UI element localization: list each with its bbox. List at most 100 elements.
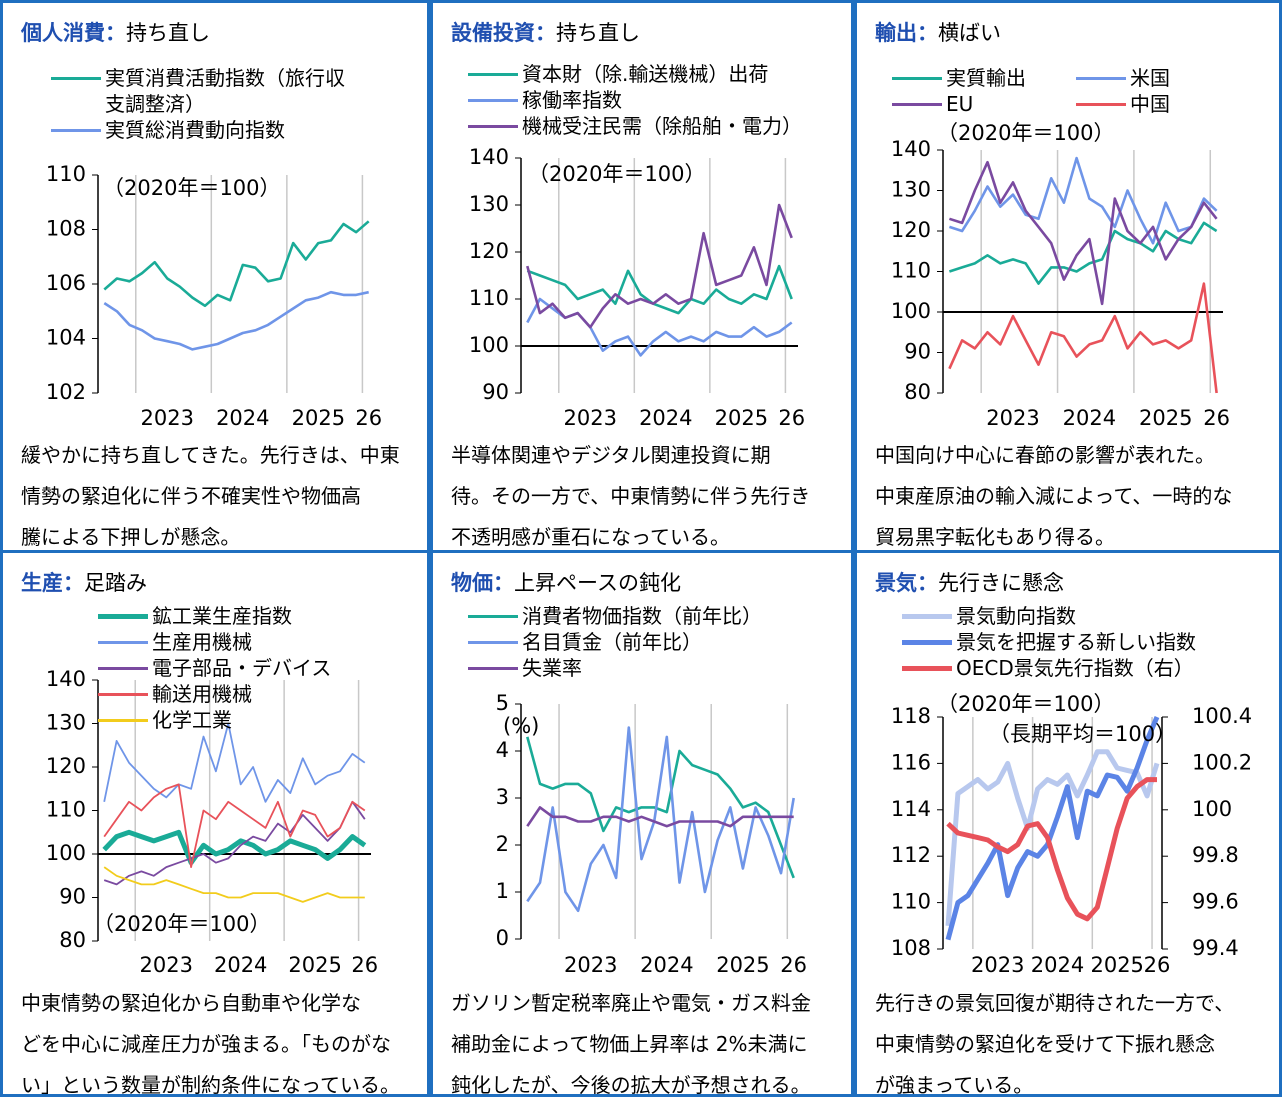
y-tick-label: 108	[891, 936, 931, 960]
legend-label: 実質消費活動指数（旅行収支調整済）	[105, 66, 345, 116]
annotation: （2020年＝100）	[937, 121, 1115, 145]
y-tick-label: 108	[46, 217, 86, 241]
legend-label: OECD景気先行指数（右）	[956, 656, 1194, 680]
caption-line: い」という数量が制約条件になっている。	[21, 1073, 400, 1097]
y-tick-label: 112	[891, 843, 931, 867]
caption-line: 補助金によって物価上昇率は 2%未満に	[451, 1032, 808, 1056]
legend-label: 実質輸出	[946, 66, 1026, 90]
panel-heading: 景気：先行きに懸念	[875, 567, 1064, 597]
legend-swatch	[98, 667, 148, 670]
heading-status: 持ち直し	[126, 21, 210, 45]
series-line	[945, 749, 1160, 926]
panel: 0 1 2 3 4 5 2023 2024 2025 26 (%) 物価：上昇ペースの鈍化 消費者物価指…	[430, 550, 854, 1097]
legend-label: 名目賃金（前年比）	[522, 630, 702, 654]
legend-entry: 実質輸出	[892, 65, 1068, 91]
x-tick-label: 2024	[1063, 406, 1116, 430]
y-tick-label: 90	[59, 885, 86, 909]
heading-label: 物価：	[451, 571, 514, 595]
x-tick-label: 2024	[1031, 953, 1084, 977]
y2-tick-label: 100.2	[1192, 750, 1252, 774]
series-line	[526, 806, 794, 828]
y-tick-label: 100	[469, 333, 509, 357]
series-line	[949, 221, 1218, 285]
y-tick-label: 118	[891, 704, 931, 728]
x-tick-label: 26	[778, 406, 805, 430]
caption-line: どを中心に減産圧力が強まる。「ものがな	[21, 1032, 391, 1056]
heading-label: 景気：	[875, 571, 938, 595]
series-line	[103, 783, 366, 868]
caption-line: 待。その一方で、中東情勢に伴う先行き	[451, 484, 811, 508]
legend-entry: OECD景気先行指数（右）	[902, 655, 1279, 681]
series-line	[103, 722, 366, 803]
caption: 中国向け中心に春節の影響が表れた。 中東産原油の輸入減によって、一時的な 貿易黒字転…	[875, 435, 1233, 550]
y-tick-label: 120	[469, 239, 509, 263]
legend-swatch	[892, 77, 942, 80]
legend-swatch	[98, 719, 148, 722]
x-tick-label: 26	[1144, 953, 1171, 977]
legend: 鉱工業生産指数 生産用機械 電子部品・デバイス 輸送用機械 化学工業	[98, 603, 398, 733]
legend-label: 鉱工業生産指数	[152, 604, 292, 628]
legend-entry: 資本財（除.輸送機械）出荷	[468, 61, 828, 87]
series-line	[103, 866, 365, 903]
chart: 108 110 112 114 116 118 99.4 99.6 99.8 100 100.2 10…	[891, 692, 1252, 977]
panel: 102 104 106 108 110 2023 2024 2025 26 （2020年＝100）…	[0, 0, 430, 553]
y-tick-label: 110	[46, 798, 86, 822]
legend-swatch	[468, 125, 518, 128]
chart: 80 90 100 110 120 130 140 2023 2024 2025 26 （2020年＝…	[46, 667, 378, 977]
series-line	[102, 829, 367, 866]
caption-line: 中東産原油の輸入減によって、一時的な	[875, 484, 1233, 508]
legend-swatch	[1076, 103, 1126, 106]
panel-heading: 輸出：横ばい	[875, 17, 1001, 47]
legend-swatch	[902, 640, 952, 645]
heading-status: 横ばい	[938, 21, 1001, 45]
legend-label: 稼働率指数	[522, 88, 622, 112]
legend-swatch	[468, 73, 518, 76]
legend-entry: 名目賃金（前年比）	[468, 629, 828, 655]
series-line	[103, 290, 369, 351]
caption-line: 騰による下押しが懸念。	[21, 525, 241, 549]
caption-line: 半導体関連やデジタル関連投資に期	[451, 443, 771, 467]
series-line	[526, 264, 793, 315]
x-tick-label: 2024	[214, 953, 267, 977]
series-line	[948, 282, 1218, 394]
series-line	[103, 220, 370, 308]
annotation: （2020年＝100）	[93, 912, 271, 936]
legend-swatch	[892, 103, 942, 106]
legend-entry: EU	[892, 91, 1068, 117]
legend-label: 失業率	[522, 656, 582, 680]
legend-entry: 鉱工業生産指数	[98, 603, 398, 629]
heading-status: 持ち直し	[556, 21, 640, 45]
y-tick-label: 120	[891, 218, 931, 242]
y-tick-label: 140	[469, 145, 509, 169]
y-tick-label: 100	[46, 841, 86, 865]
y-tick-label: 110	[469, 286, 509, 310]
chart: 80 90 100 110 120 130 140 2023 2024 2025 26 （2020年＝…	[891, 121, 1230, 430]
legend-label: 輸送用機械	[152, 682, 252, 706]
y-tick-label: 5	[496, 691, 509, 715]
caption-line: 中東情勢の緊迫化を受けて下振れ懸念	[875, 1032, 1215, 1056]
legend: 実質輸出 米国 EU 中国	[892, 65, 1252, 117]
heading-status: 上昇ペースの鈍化	[514, 571, 681, 595]
caption-line: 中東情勢の緊迫化から自動車や化学な	[21, 991, 361, 1015]
legend-label: 生産用機械	[152, 630, 252, 654]
legend-swatch	[1076, 77, 1126, 80]
y2-tick-label: 99.4	[1192, 936, 1239, 960]
y-tick-label: 114	[891, 797, 931, 821]
x-tick-label: 2025	[716, 953, 769, 977]
caption: 半導体関連やデジタル関連投資に期 待。その一方で、中東情勢に伴う先行き 不透明感が重…	[451, 435, 811, 550]
legend-swatch	[468, 641, 518, 644]
legend-entry: 化学工業	[98, 707, 398, 733]
caption-line: 中国向け中心に春節の影響が表れた。	[875, 443, 1215, 467]
panel-heading: 物価：上昇ペースの鈍化	[451, 567, 681, 597]
legend-swatch	[98, 693, 148, 696]
y2-tick-label: 99.8	[1192, 843, 1239, 867]
legend-swatch	[98, 641, 148, 644]
y-tick-label: 2	[496, 832, 509, 856]
legend-entry: 中国	[1076, 91, 1252, 117]
legend: 実質消費活動指数（旅行収支調整済） 実質総消費動向指数	[51, 65, 361, 143]
legend-entry: 失業率	[468, 655, 828, 681]
x-tick-label: 2023	[971, 953, 1024, 977]
y-tick-label: 1	[496, 879, 509, 903]
caption-line: ガソリン暫定税率廃止や電気・ガス料金	[451, 991, 811, 1015]
